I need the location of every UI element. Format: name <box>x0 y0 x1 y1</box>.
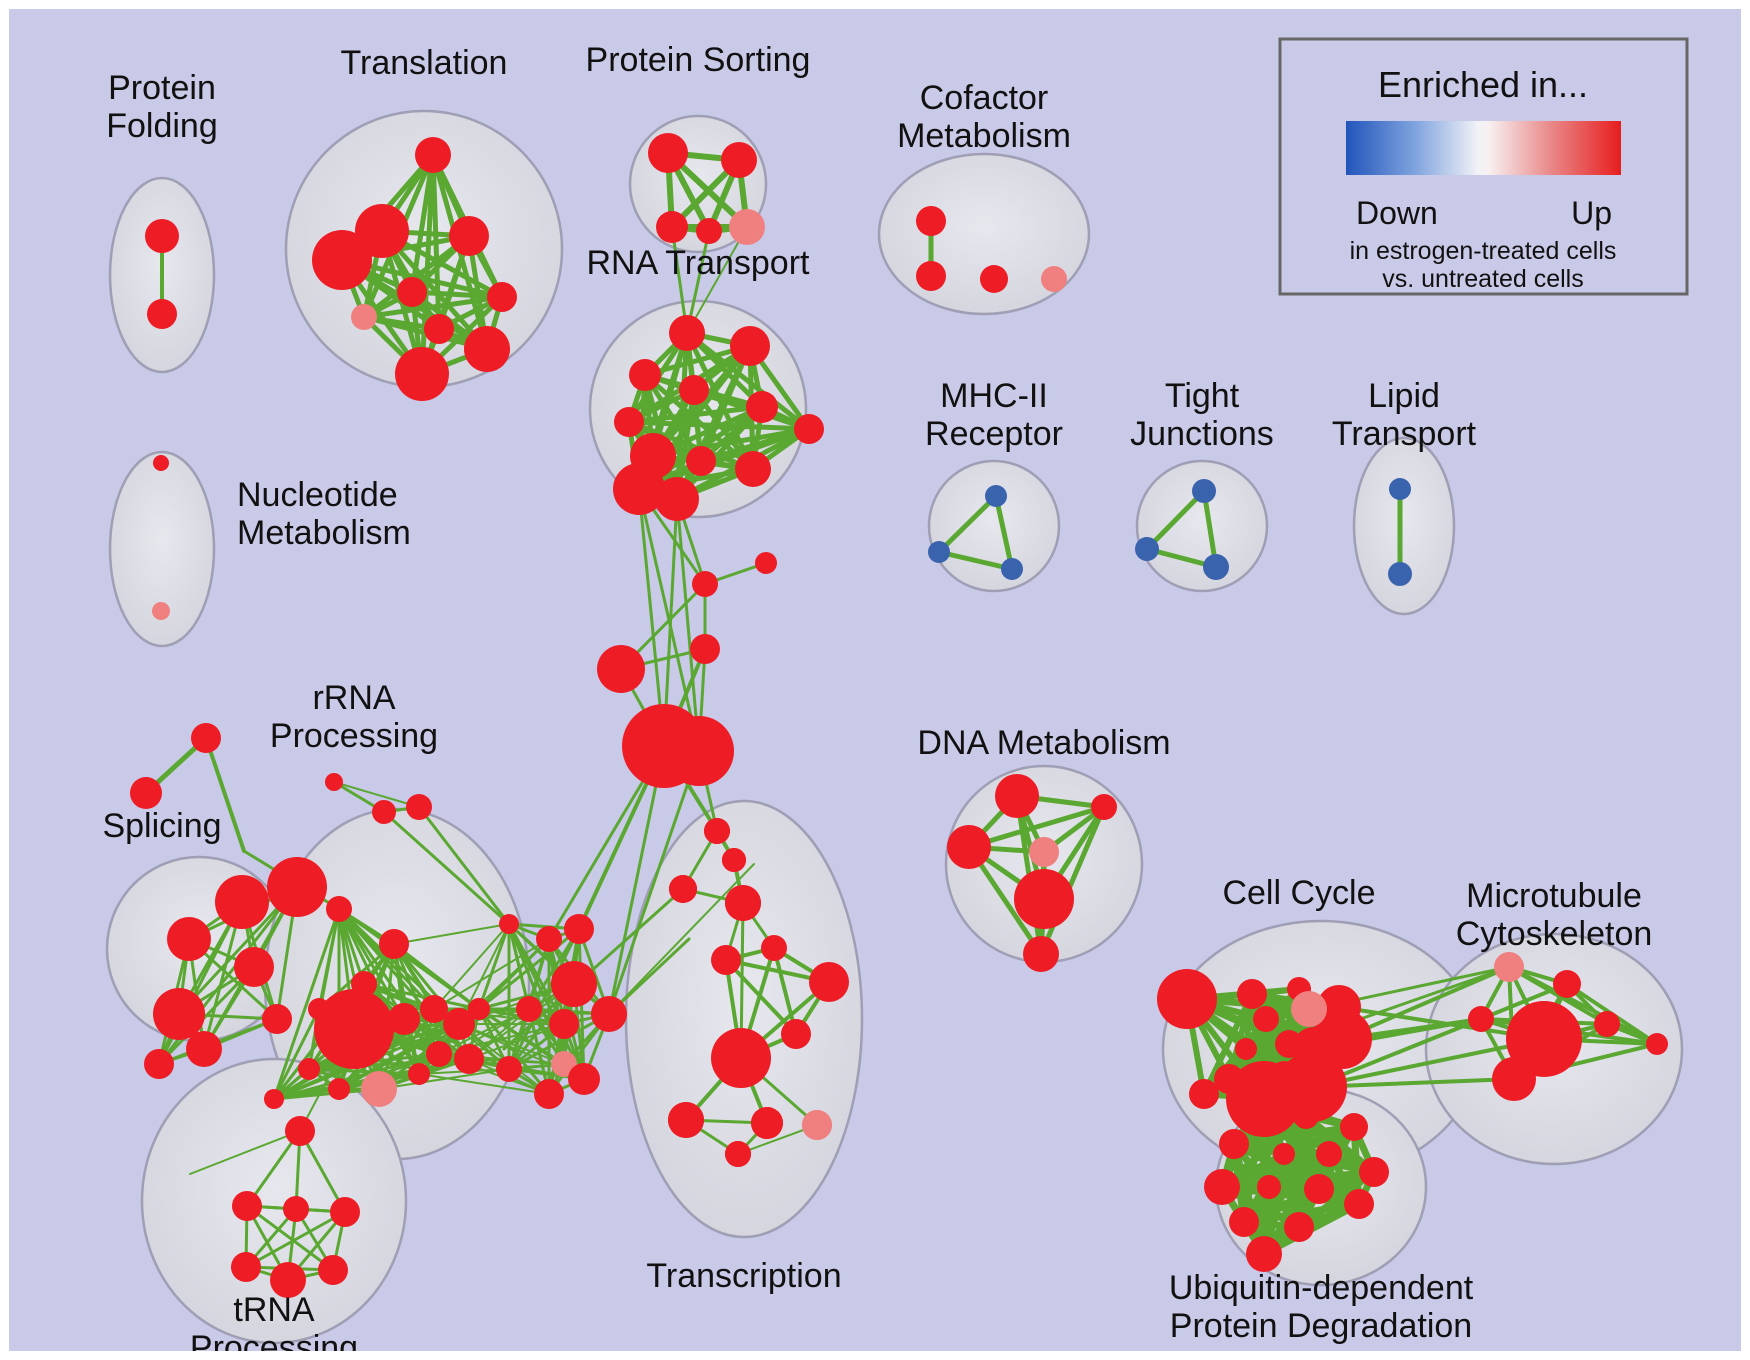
svg-text:Tight: Tight <box>1165 377 1240 415</box>
svg-text:Enriched in...: Enriched in... <box>1378 64 1588 105</box>
svg-text:Cytoskeleton: Cytoskeleton <box>1456 915 1653 953</box>
svg-text:MHC-II: MHC-II <box>940 377 1048 415</box>
svg-text:RNA Transport: RNA Transport <box>587 244 811 282</box>
svg-text:DNA Metabolism: DNA Metabolism <box>917 724 1170 762</box>
svg-text:Receptor: Receptor <box>925 415 1063 453</box>
svg-text:Junctions: Junctions <box>1130 415 1274 453</box>
svg-text:vs. untreated cells: vs. untreated cells <box>1382 265 1584 293</box>
svg-text:Processing: Processing <box>270 717 438 755</box>
svg-text:Down: Down <box>1356 195 1438 231</box>
svg-text:Protein Sorting: Protein Sorting <box>586 41 811 79</box>
svg-text:Protein Degradation: Protein Degradation <box>1170 1307 1472 1345</box>
svg-text:Cofactor: Cofactor <box>920 79 1049 117</box>
svg-text:Transcription: Transcription <box>646 1257 841 1295</box>
svg-text:Metabolism: Metabolism <box>237 514 411 552</box>
svg-text:Microtubule: Microtubule <box>1466 877 1642 915</box>
svg-text:Nucleotide: Nucleotide <box>237 476 398 514</box>
svg-text:Lipid: Lipid <box>1368 377 1440 415</box>
svg-text:Transport: Transport <box>1332 415 1477 453</box>
svg-text:rRNA: rRNA <box>312 679 395 717</box>
svg-text:in estrogen-treated cells: in estrogen-treated cells <box>1350 237 1617 265</box>
svg-text:Protein: Protein <box>108 69 216 107</box>
svg-text:Translation: Translation <box>341 44 508 82</box>
svg-text:Processing: Processing <box>190 1329 358 1351</box>
svg-text:Ubiquitin-dependent: Ubiquitin-dependent <box>1169 1269 1474 1307</box>
svg-text:tRNA: tRNA <box>233 1291 315 1329</box>
svg-text:Up: Up <box>1571 195 1612 231</box>
svg-text:Splicing: Splicing <box>102 807 221 845</box>
svg-text:Metabolism: Metabolism <box>897 117 1071 155</box>
svg-text:Cell Cycle: Cell Cycle <box>1222 874 1375 912</box>
svg-text:Folding: Folding <box>106 107 218 145</box>
